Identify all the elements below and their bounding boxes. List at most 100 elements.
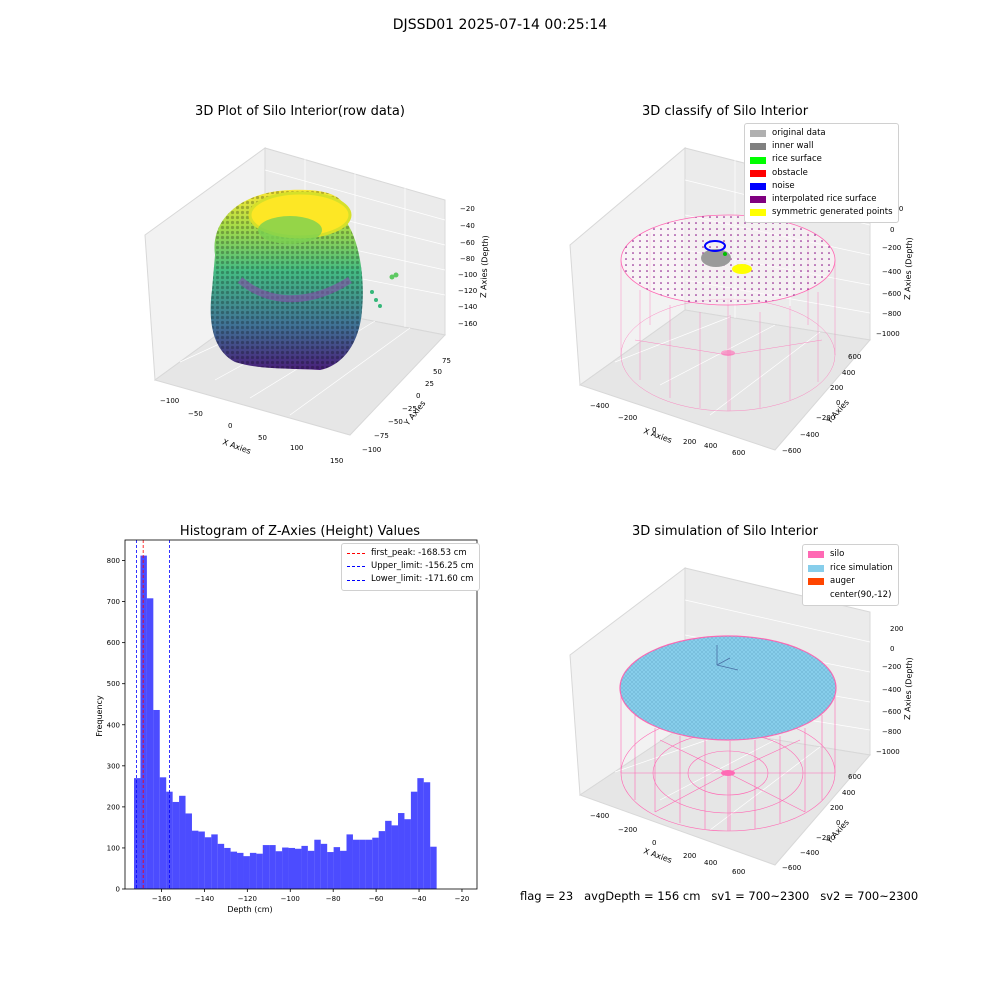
panel1-ytick: −25 <box>402 405 417 413</box>
histogram-xtick-label: −80 <box>326 895 341 903</box>
panel1-xtick: 50 <box>258 434 267 442</box>
panel1-xtick: 150 <box>330 457 343 465</box>
panel2-xtick: 200 <box>683 438 696 446</box>
legend-swatch <box>750 182 766 190</box>
histogram-bar <box>153 709 160 889</box>
histogram-bar <box>256 853 263 889</box>
legend-item: noise <box>750 180 893 193</box>
panel2-ytick: 200 <box>830 384 843 392</box>
histogram-ytick-label: 800 <box>107 557 120 565</box>
histogram-ytick-label: 500 <box>107 680 120 688</box>
panel2-ytick: −200 <box>816 414 835 422</box>
panel2-xtick: −200 <box>618 414 637 422</box>
legend-swatch <box>808 591 824 599</box>
histogram-bar <box>385 820 392 889</box>
panel2-ztick: −400 <box>882 268 901 276</box>
histogram-bar <box>179 795 186 889</box>
legend-item: Lower_limit: -171.60 cm <box>347 573 474 586</box>
panel4-zlabel: Z Axies (Depth) <box>903 657 914 720</box>
histogram-bar <box>417 778 424 889</box>
histogram-frame <box>124 539 478 890</box>
panel2-zlabel: Z Axies (Depth) <box>903 237 914 300</box>
panel2-ytick: 0 <box>836 399 840 407</box>
legend-swatch <box>750 169 766 177</box>
legend-swatch <box>808 564 824 572</box>
histogram-bar <box>398 813 405 889</box>
panel4-xtick: 200 <box>683 852 696 860</box>
histogram-bar <box>314 839 321 889</box>
histogram-bar <box>237 852 244 889</box>
panel1-ztick: −80 <box>460 255 475 263</box>
histogram-bar <box>134 778 141 889</box>
panel1-ztick: −60 <box>460 239 475 247</box>
histogram-bar <box>378 831 386 889</box>
histogram-xtick-label: −100 <box>281 895 300 903</box>
status-text: flag = 23 avgDepth = 156 cm sv1 = 700~23… <box>520 889 919 903</box>
panel2-symmetric-points <box>732 264 752 274</box>
panel1-ztick: −40 <box>460 222 475 230</box>
panel2-ytick: −600 <box>782 447 801 455</box>
panel2-xtick: −400 <box>590 402 609 410</box>
panel1-xtick: 100 <box>290 444 303 452</box>
legend-swatch <box>750 130 766 138</box>
histogram-ytick-label: 600 <box>107 639 120 647</box>
legend-swatch <box>808 551 824 559</box>
panel4-xtick: −200 <box>618 826 637 834</box>
histogram-bar <box>249 852 257 889</box>
figure-title: DJSSD01 2025-07-14 00:25:14 <box>392 17 608 33</box>
panel4-ytick: 600 <box>848 773 861 781</box>
panel1-ztick: −160 <box>458 320 477 328</box>
legend-line <box>347 566 365 568</box>
panel1-ytick: 0 <box>416 392 420 400</box>
histogram-bar <box>294 848 302 889</box>
point-cloud-inner <box>258 216 322 244</box>
histogram-chart: −160 −140 −120 −100 −80 −60 −40 −20 0 100 200 300 40… <box>95 539 478 914</box>
histogram-bar <box>217 843 225 889</box>
panel1-ytick: −50 <box>388 418 403 426</box>
legend-item: rice simulation <box>808 562 893 576</box>
panel2-ztick: −200 <box>882 244 901 252</box>
panel1-ytick: −75 <box>374 432 389 440</box>
panel2-ztick: −800 <box>882 310 901 318</box>
histogram-bars <box>134 555 437 889</box>
histogram-bar <box>288 847 295 889</box>
histogram-axes: −160 −140 −120 −100 −80 −60 −40 −20 0 100 200 300 40… <box>107 539 478 903</box>
histogram-ytick-label: 0 <box>116 886 120 894</box>
panel4-ztick: 200 <box>890 625 903 633</box>
panel2-xtick: 400 <box>704 442 717 450</box>
legend-swatch <box>750 143 766 151</box>
panel1-ytick: 75 <box>442 357 451 365</box>
panel2-ytick: 600 <box>848 353 861 361</box>
legend-item: symmetric generated points <box>750 206 893 219</box>
panel4-xtick: −400 <box>590 812 609 820</box>
panel4-title: 3D simulation of Silo Interior <box>632 524 818 539</box>
panel2-xtick: 0 <box>652 426 656 434</box>
legend-line <box>347 553 365 555</box>
panel1-zlabel: Z Axies (Depth) <box>479 235 490 298</box>
histogram-bar <box>333 847 341 889</box>
panel4-ztick: 0 <box>890 645 894 653</box>
panel2-ytick: −400 <box>800 431 819 439</box>
histogram-bar <box>423 782 431 889</box>
panel4-ztick: −800 <box>882 728 901 736</box>
panel1-ztick: −140 <box>458 303 477 311</box>
panel4-ztick: −600 <box>882 708 901 716</box>
histogram-legend: first_peak: -168.53 cm Upper_limit: -156… <box>341 543 480 591</box>
histogram-bar <box>359 839 366 889</box>
panel4-ytick: −600 <box>782 864 801 872</box>
histogram-bar <box>320 843 328 889</box>
panel1-ylabel: Y Axies <box>402 399 428 428</box>
histogram-ytick-label: 100 <box>107 844 120 852</box>
histogram-ytick-label: 700 <box>107 598 120 606</box>
histogram-bar <box>307 850 315 889</box>
histogram-xlabel: Depth (cm) <box>227 905 272 914</box>
histogram-bar <box>172 801 180 889</box>
panel4-auger-axes <box>716 645 739 671</box>
panel1-ytick: 50 <box>433 368 442 376</box>
histogram-bar <box>262 845 270 889</box>
legend-item: first_peak: -168.53 cm <box>347 547 474 560</box>
panel2-3d-axes: −400 −200 0 200 400 600 −600 −400 −200 0… <box>569 146 914 457</box>
panel2-ztick: 0 <box>890 226 894 234</box>
legend-item: obstacle <box>750 167 893 180</box>
legend-item: rice surface <box>750 153 893 166</box>
